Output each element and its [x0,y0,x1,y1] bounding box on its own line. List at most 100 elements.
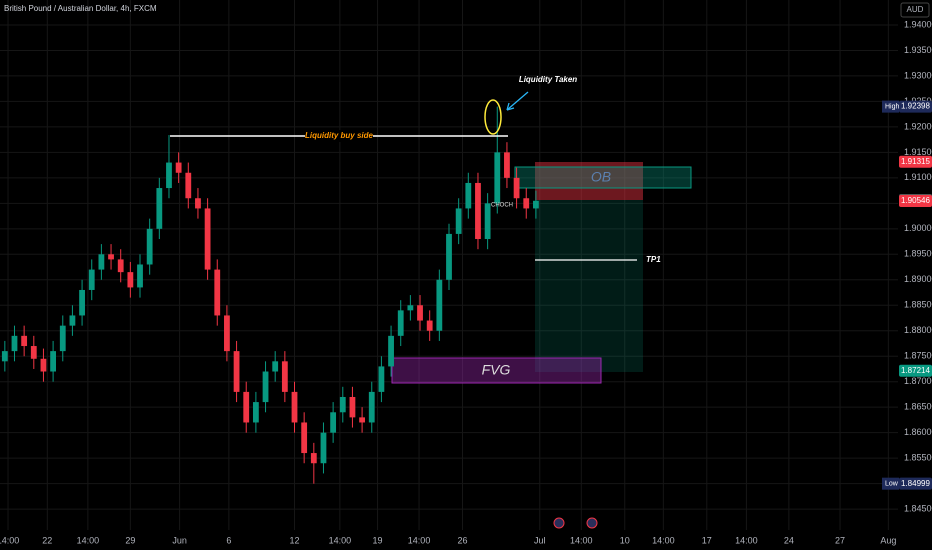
x-tick-label: 24 [784,535,794,545]
candle-body [388,335,394,367]
y-tick-label: 1.87500 [904,351,932,361]
zones [391,162,692,384]
y-tick-label: 1.89500 [904,249,932,259]
candle-body [291,391,298,423]
candle-body [224,315,230,352]
candle-body [465,182,472,209]
candle-body [368,391,375,423]
x-tick-label: 12 [289,535,299,545]
candle-body [195,198,201,209]
candle-body [475,182,481,240]
stop-zone [535,162,643,200]
currency-box [900,2,930,18]
candle-body [204,208,211,270]
y-tick-label: 1.87000 [904,376,932,386]
price-label: 1.90546 [901,196,930,205]
y-tick-label: 1.90000 [904,223,932,233]
ob-label: OB [591,169,611,185]
candle-body [166,162,172,189]
x-tick-label: 14:00 [0,535,19,545]
candle-body [117,259,124,273]
y-tick-label: 1.86000 [904,427,932,437]
candle-body [243,391,250,423]
candle-body [436,279,443,331]
price-label: 1.92398 [901,102,930,111]
target-zone [535,200,643,372]
price-tag-bg [882,100,899,113]
x-tick-label: Jun [172,535,187,545]
candle-body [156,188,163,229]
x-tick-label: 19 [373,535,383,545]
candle-body [494,152,501,204]
x-tick-label: 17 [702,535,712,545]
fvg-label: FVG [482,362,511,378]
y-tick-label: 1.84500 [904,503,932,513]
x-tick-label: Aug [880,535,896,545]
y-tick-label: 1.88000 [904,325,932,335]
candle-body [359,417,365,423]
event-icon[interactable] [553,517,565,529]
choch-label: CHOCH [491,203,513,209]
price-label: 1.91315 [901,157,930,166]
fvg-box [391,357,602,384]
event-icon[interactable] [586,517,598,529]
x-tick-label: Jul [534,535,546,545]
candles [1,106,539,484]
candle-body [310,453,317,464]
annotations: Liquidity buy side Liquidity Taken OB CH… [170,75,661,378]
candle-body [504,152,510,178]
x-tick-label: 27 [835,535,845,545]
x-tick-label: 6 [226,535,231,545]
price-label-bg [899,194,932,207]
candle-body [446,233,452,280]
candle-body [378,366,385,392]
x-tick-label: 29 [125,535,135,545]
x-tick-label: 14:00 [570,535,593,545]
candle-body [59,325,66,352]
candle-body [30,346,37,359]
price-label: 1.87214 [901,366,930,375]
candle-body [185,172,192,199]
tp1-label: TP1 [646,255,661,264]
price-tag: High [885,103,900,110]
candle-body [533,200,539,209]
candle-body [513,177,520,199]
candle-body [339,396,346,413]
candle-body [79,289,85,316]
candle-body [281,361,288,392]
y-tick-label: 1.85500 [904,453,932,463]
candle-body [330,412,337,433]
axes: 1.845001.850001.855001.860001.865001.870… [0,19,932,545]
y-tick-label: 1.88500 [904,300,932,310]
x-tick-label: 14:00 [77,535,100,545]
candle-body [88,269,95,290]
candle-body [146,228,153,265]
y-tick-label: 1.91500 [904,147,932,157]
label-bg [305,130,373,142]
candle-body [214,269,221,316]
y-tick-label: 1.86500 [904,402,932,412]
liquidity-ellipse [484,99,502,135]
candle-body [21,335,28,347]
candle-body [1,351,8,362]
candle-body [69,315,76,326]
x-tick-label: 14:00 [652,535,675,545]
price-axis [898,0,932,530]
price-label-bg [899,100,932,113]
candle-body [40,358,47,372]
candle-body [262,371,269,403]
y-tick-label: 1.93500 [904,45,932,55]
candle-body [11,335,18,352]
candle-body [50,351,57,372]
candle-body [98,254,105,270]
price-label-bg [899,477,932,490]
candle-body [349,396,356,418]
time-axis [0,530,932,550]
buy-side-label: Liquidity buy side [305,131,374,140]
currency: AUD [907,5,924,14]
x-tick-label: 14:00 [735,535,758,545]
y-tick-label: 1.94000 [904,19,932,29]
price-label-bg [899,155,932,168]
candle-body [252,402,259,423]
candle-body [320,432,327,464]
